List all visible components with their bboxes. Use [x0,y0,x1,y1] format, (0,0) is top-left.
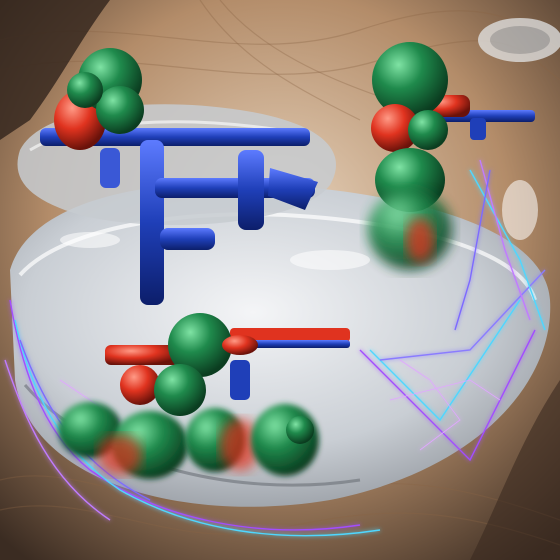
dark-shadow-right [470,380,560,560]
figure-bottom-cluster [58,313,350,479]
blue-tool-frame [40,128,318,305]
figure-top-left [54,48,144,150]
figure-top-right [368,42,535,270]
dark-shadow-left [0,0,110,140]
glass-vessel [478,18,560,62]
bowl-highlights [60,180,538,270]
glowing-mesh [4,159,546,537]
